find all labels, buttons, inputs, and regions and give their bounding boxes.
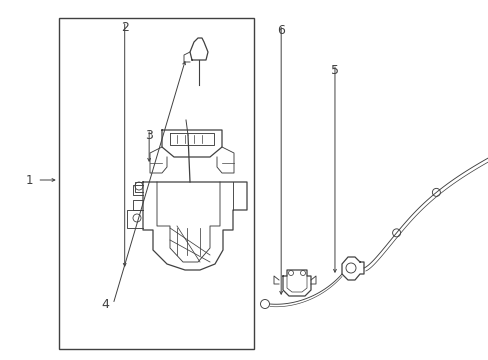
Bar (59, 18, 254, 349)
Text: 1: 1 (25, 174, 33, 186)
Text: 3: 3 (145, 129, 153, 141)
Text: 2: 2 (121, 21, 128, 33)
Text: 5: 5 (330, 64, 338, 77)
Text: 6: 6 (277, 24, 285, 37)
Text: 4: 4 (101, 298, 109, 311)
